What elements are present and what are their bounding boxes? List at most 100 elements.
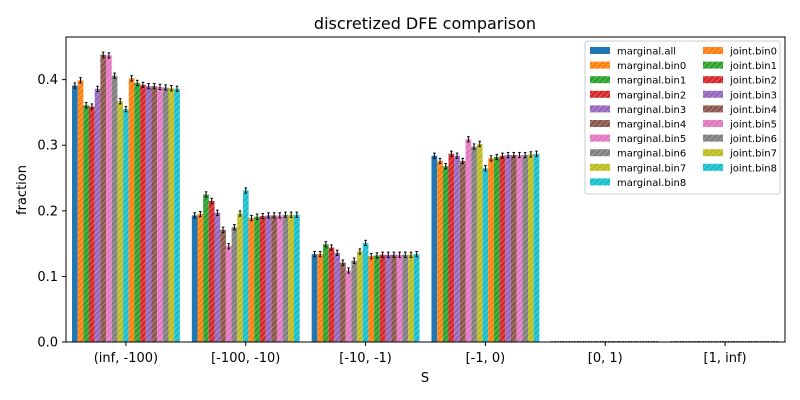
error-bar-joint.bin8-3 (535, 150, 538, 157)
legend-label-marginal.bin7: marginal.bin7 (617, 163, 686, 174)
bar-joint.bin2-0 (140, 84, 146, 342)
bar-marginal.bin4-1 (220, 229, 226, 342)
bar-marginal.all-2 (311, 254, 318, 342)
error-bar-joint.bin5-0 (158, 83, 162, 90)
legend-swatch-marginal.bin7 (590, 163, 610, 171)
bar-marginal.bin1-2 (323, 244, 329, 342)
legend-swatch-joint.bin8 (703, 163, 723, 171)
bar-joint.bin3-3 (505, 155, 511, 342)
bar-joint.bin1-3 (493, 157, 500, 342)
x-axis-label: S (421, 371, 429, 386)
error-bar-joint.bin5-3 (518, 151, 521, 159)
error-bar-joint.bin2-3 (501, 152, 504, 159)
legend-swatch-joint.bin6 (703, 134, 723, 142)
x-tick-label: [1, inf) (704, 351, 747, 366)
bar-marginal.bin1-0 (83, 105, 90, 342)
error-bar-marginal.bin0-0 (79, 77, 82, 84)
error-bar-joint.bin5-1 (278, 212, 282, 219)
y-tick-label: 0.2 (37, 204, 58, 219)
bar-joint.bin8-2 (413, 254, 420, 342)
error-bar-marginal.bin7-2 (358, 248, 362, 255)
bar-joint.bin3-1 (265, 215, 272, 342)
error-bar-joint.bin8-0 (175, 85, 179, 92)
error-bar-marginal.bin3-0 (96, 85, 99, 92)
error-bar-marginal.bin7-1 (238, 210, 242, 217)
bar-marginal.bin5-3 (465, 139, 472, 342)
error-bar-marginal.bin4-2 (341, 259, 345, 266)
bar-marginal.bin8-1 (242, 190, 249, 342)
error-bar-marginal.bin6-1 (233, 224, 236, 231)
error-bar-marginal.bin7-0 (118, 98, 122, 105)
bar-joint.bin4-2 (391, 254, 397, 342)
error-bar-marginal.bin5-2 (347, 267, 350, 274)
bar-joint.bin5-0 (157, 86, 163, 342)
legend-swatch-marginal.bin0 (590, 61, 610, 69)
error-bar-joint.bin6-3 (523, 151, 527, 159)
bar-joint.bin2-3 (499, 155, 506, 342)
error-bar-marginal.bin4-1 (221, 226, 225, 233)
bar-marginal.all-1 (191, 215, 198, 342)
bar-marginal.bin7-0 (117, 101, 124, 342)
legend-swatch-joint.bin0 (703, 47, 723, 54)
legend-label-joint.bin8: joint.bin8 (729, 163, 777, 174)
error-bar-marginal.bin8-2 (364, 239, 367, 247)
legend-label-joint.bin5: joint.bin5 (729, 120, 777, 131)
error-bar-marginal.bin1-3 (444, 163, 447, 170)
bar-joint.bin1-2 (374, 255, 380, 342)
error-bar-joint.bin7-0 (170, 85, 173, 92)
legend-swatch-marginal.bin2 (590, 90, 610, 98)
bar-marginal.bin0-2 (317, 254, 324, 342)
bar-joint.bin0-1 (248, 218, 255, 342)
error-bar-marginal.bin2-1 (210, 197, 213, 205)
error-bar-joint.bin3-1 (267, 212, 270, 219)
legend-label-marginal.bin0: marginal.bin0 (617, 61, 686, 72)
plot-frame (65, 36, 786, 343)
legend-label-marginal.bin1: marginal.bin1 (617, 76, 686, 87)
bar-joint.bin8-3 (533, 153, 540, 342)
bar-joint.bin1-0 (134, 82, 141, 342)
bar-marginal.bin3-0 (94, 88, 101, 342)
bar-marginal.bin3-2 (334, 252, 341, 342)
error-bar-joint.bin7-3 (529, 151, 533, 158)
error-bar-joint.bin4-3 (512, 151, 516, 159)
error-bar-marginal.bin0-1 (199, 210, 202, 218)
bar-joint.bin3-0 (145, 86, 152, 342)
error-bar-marginal.bin2-2 (330, 244, 333, 251)
bar-marginal.bin4-3 (459, 160, 466, 342)
x-tick-label: [-1, 0) (466, 351, 506, 366)
error-bar-joint.bin4-0 (152, 83, 156, 90)
error-bar-joint.bin7-2 (409, 251, 413, 258)
bar-marginal.bin8-2 (362, 242, 369, 342)
bar-marginal.bin7-1 (237, 213, 243, 342)
legend-swatch-joint.bin7 (703, 149, 723, 157)
bar-marginal.bin2-0 (89, 106, 95, 342)
bar-marginal.bin8-0 (123, 109, 129, 343)
error-bar-joint.bin3-3 (506, 151, 510, 159)
error-bar-joint.bin2-2 (381, 251, 384, 258)
bar-joint.bin6-3 (522, 155, 528, 342)
chart-title: discretized DFE comparison (314, 14, 536, 33)
error-bar-joint.bin8-1 (295, 211, 299, 218)
bar-joint.bin4-1 (271, 215, 277, 342)
error-bar-marginal.bin1-1 (204, 191, 208, 198)
y-axis: 0.0 0.1 0.2 0.3 0.4 (37, 73, 66, 351)
bar-marginal.all-3 (431, 155, 438, 342)
legend-label-marginal.bin4: marginal.bin4 (617, 120, 686, 131)
bar-marginal.bin4-2 (340, 262, 346, 342)
legend-box (584, 40, 781, 195)
legend-label-marginal.bin3: marginal.bin3 (617, 105, 686, 116)
legend-label-marginal.bin5: marginal.bin5 (617, 134, 686, 145)
legend-label-joint.bin1: joint.bin1 (729, 61, 777, 72)
y-tick-label: 0.4 (37, 73, 58, 88)
error-bar-marginal.bin7-3 (478, 140, 482, 148)
error-bar-joint.bin7-1 (289, 211, 293, 218)
bar-marginal.bin5-1 (225, 246, 232, 342)
y-tick-label: 0.0 (37, 336, 58, 351)
bar-marginal.bin1-3 (442, 166, 449, 342)
error-bar-joint.bin1-1 (255, 213, 259, 220)
legend-swatch-marginal.all (590, 47, 610, 54)
y-tick-label: 0.3 (37, 139, 58, 154)
x-tick-label: [-100, -10) (211, 351, 280, 366)
error-bar-marginal.bin8-0 (124, 106, 128, 113)
error-bar-joint.bin5-2 (398, 251, 401, 258)
